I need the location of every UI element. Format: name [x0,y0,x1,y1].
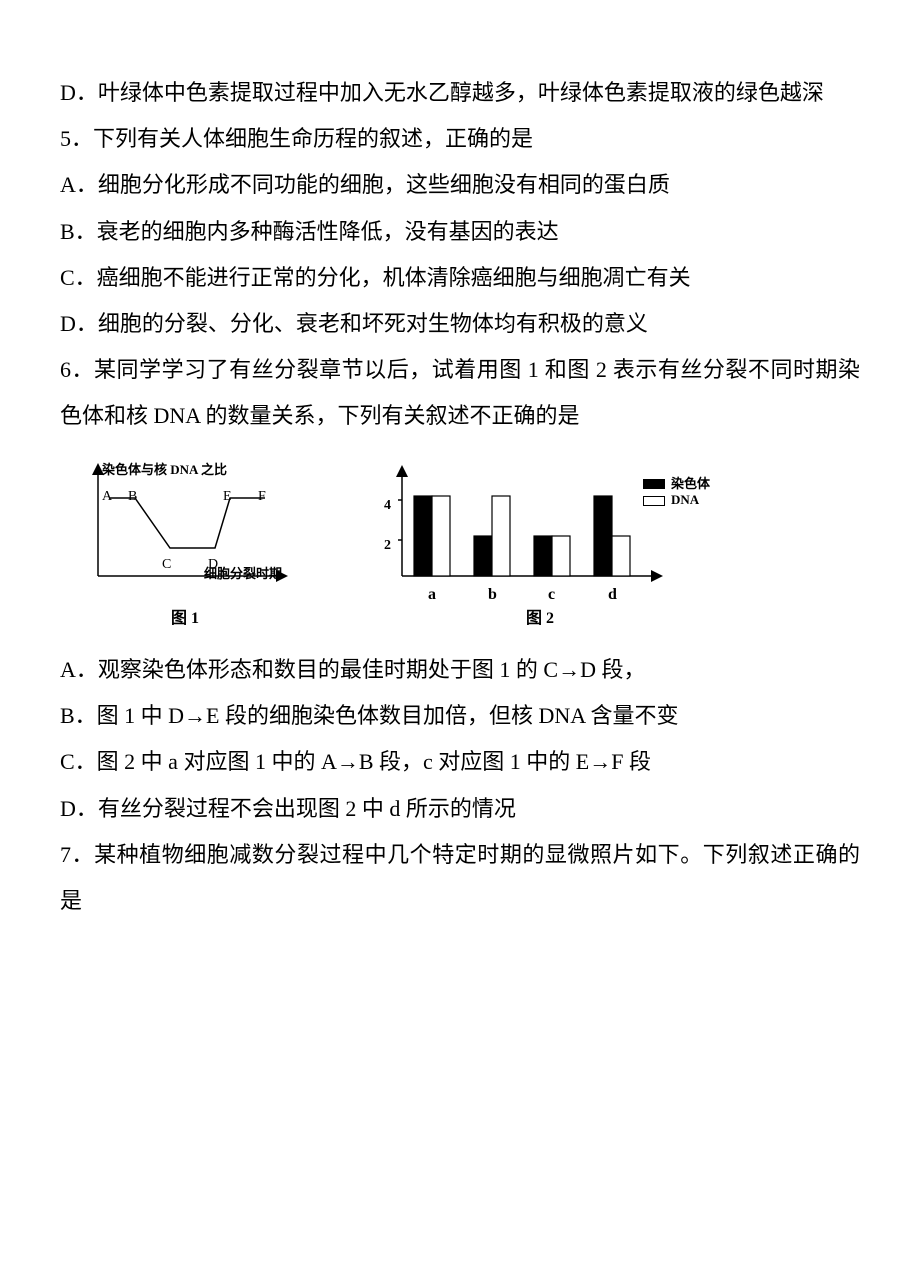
q6-option-b: B．图 1 中 D→E 段的细胞染色体数目加倍，但核 DNA 含量不变 [60,693,860,739]
charts-row: 染色体与核 DNA 之比 细胞分裂时期 ABCDEF 图 1 [80,458,860,636]
q5-option-d: D．细胞的分裂、分化、衰老和坏死对生物体均有积极的意义 [60,301,860,347]
chart-1-block: 染色体与核 DNA 之比 细胞分裂时期 ABCDEF 图 1 [80,458,290,636]
chart1-caption: 图 1 [171,602,199,636]
chart2-xtick-b: b [488,578,497,612]
question-7: 7．某种植物细胞减数分裂过程中几个特定时期的显微照片如下。下列叙述正确的是 [60,832,860,924]
option-d-prev: D．叶绿体中色素提取过程中加入无水乙醇越多，叶绿体色素提取液的绿色越深 [60,70,860,116]
chart-1: 染色体与核 DNA 之比 细胞分裂时期 ABCDEF [80,458,290,598]
chart2-xtick-d: d [608,578,617,612]
chart2-ytick-4: 4 [384,491,391,520]
chart1-point-B: B [128,482,137,511]
q6-option-c: C．图 2 中 a 对应图 1 中的 A→B 段，c 对应图 1 中的 E→F … [60,739,860,785]
q5-option-a: A．细胞分化形成不同功能的细胞，这些细胞没有相同的蛋白质 [60,162,860,208]
chart2-xtick-a: a [428,578,436,612]
chart1-point-E: E [223,482,232,511]
chart2-ytick-2: 2 [384,531,391,560]
chart1-point-A: A [102,482,112,511]
legend-label-chrom: 染色体 [671,476,710,493]
chart-2: 24 abcd 染色体 DNA [370,458,710,598]
q6-option-a: A．观察染色体形态和数目的最佳时期处于图 1 的 C→D 段， [60,647,860,693]
chart1-y-label: 染色体与核 DNA 之比 [102,456,227,483]
chart-2-block: 24 abcd 染色体 DNA 图 2 [370,458,710,636]
chart2-legend: 染色体 DNA [643,476,710,510]
legend-swatch-chrom [643,479,665,489]
chart1-point-D: D [208,550,218,579]
chart2-svg [370,458,670,598]
legend-chrom: 染色体 [643,476,710,493]
chart1-point-C: C [162,550,171,579]
chart1-point-F: F [258,482,266,511]
question-6: 6．某同学学习了有丝分裂章节以后，试着用图 1 和图 2 表示有丝分裂不同时期染… [60,347,860,439]
question-5: 5．下列有关人体细胞生命历程的叙述，正确的是 [60,116,860,162]
q5-option-b: B．衰老的细胞内多种酶活性降低，没有基因的表达 [60,209,860,255]
legend-dna: DNA [643,492,710,509]
legend-label-dna: DNA [671,492,699,509]
q5-option-c: C．癌细胞不能进行正常的分化，机体清除癌细胞与细胞凋亡有关 [60,255,860,301]
q6-option-d: D．有丝分裂过程不会出现图 2 中 d 所示的情况 [60,786,860,832]
chart2-xtick-c: c [548,578,555,612]
legend-swatch-dna [643,496,665,506]
